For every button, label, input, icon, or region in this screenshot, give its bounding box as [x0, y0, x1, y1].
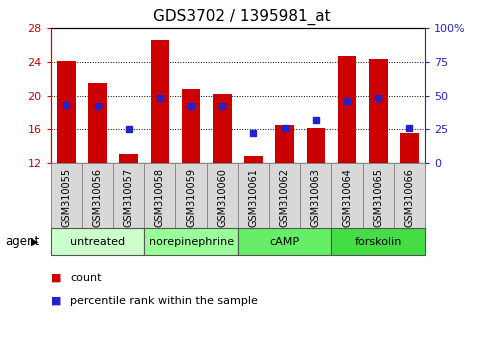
Bar [269, 163, 300, 228]
Bar [394, 163, 425, 228]
Bar [119, 154, 138, 163]
Text: GSM310059: GSM310059 [186, 168, 196, 227]
Bar [338, 56, 356, 163]
Bar [363, 163, 394, 228]
Bar [244, 156, 263, 163]
Bar [175, 163, 207, 228]
Bar [300, 163, 331, 228]
Text: untreated: untreated [70, 236, 125, 247]
Text: GSM310057: GSM310057 [124, 168, 134, 227]
Text: ■: ■ [51, 296, 61, 306]
Text: GSM310056: GSM310056 [93, 168, 102, 227]
Text: GSM310055: GSM310055 [61, 168, 71, 227]
Text: cAMP: cAMP [270, 236, 300, 247]
Text: GSM310066: GSM310066 [404, 168, 414, 227]
Bar [207, 163, 238, 228]
Bar [275, 125, 294, 163]
Bar [331, 163, 363, 228]
Text: GSM310058: GSM310058 [155, 168, 165, 227]
Bar [369, 59, 388, 163]
Bar [400, 133, 419, 163]
Bar [182, 89, 200, 163]
Text: GSM310065: GSM310065 [373, 168, 383, 227]
Text: percentile rank within the sample: percentile rank within the sample [70, 296, 258, 306]
Text: ■: ■ [51, 273, 61, 283]
Bar [51, 228, 144, 255]
Bar [151, 40, 169, 163]
Bar [113, 163, 144, 228]
Bar [238, 228, 331, 255]
Bar [57, 61, 76, 163]
Text: forskolin: forskolin [355, 236, 402, 247]
Text: norepinephrine: norepinephrine [149, 236, 234, 247]
Bar [144, 163, 175, 228]
Text: agent: agent [5, 235, 39, 248]
Text: GSM310060: GSM310060 [217, 168, 227, 227]
Text: GDS3702 / 1395981_at: GDS3702 / 1395981_at [153, 9, 330, 25]
Bar [307, 129, 325, 163]
Bar [213, 94, 232, 163]
Bar [238, 163, 269, 228]
Bar [82, 163, 113, 228]
Text: ▶: ▶ [31, 236, 39, 247]
Bar [331, 228, 425, 255]
Text: GSM310063: GSM310063 [311, 168, 321, 227]
Text: GSM310061: GSM310061 [248, 168, 258, 227]
Text: GSM310062: GSM310062 [280, 168, 290, 227]
Text: count: count [70, 273, 101, 283]
Text: GSM310064: GSM310064 [342, 168, 352, 227]
Bar [51, 163, 82, 228]
Bar [144, 228, 238, 255]
Bar [88, 83, 107, 163]
